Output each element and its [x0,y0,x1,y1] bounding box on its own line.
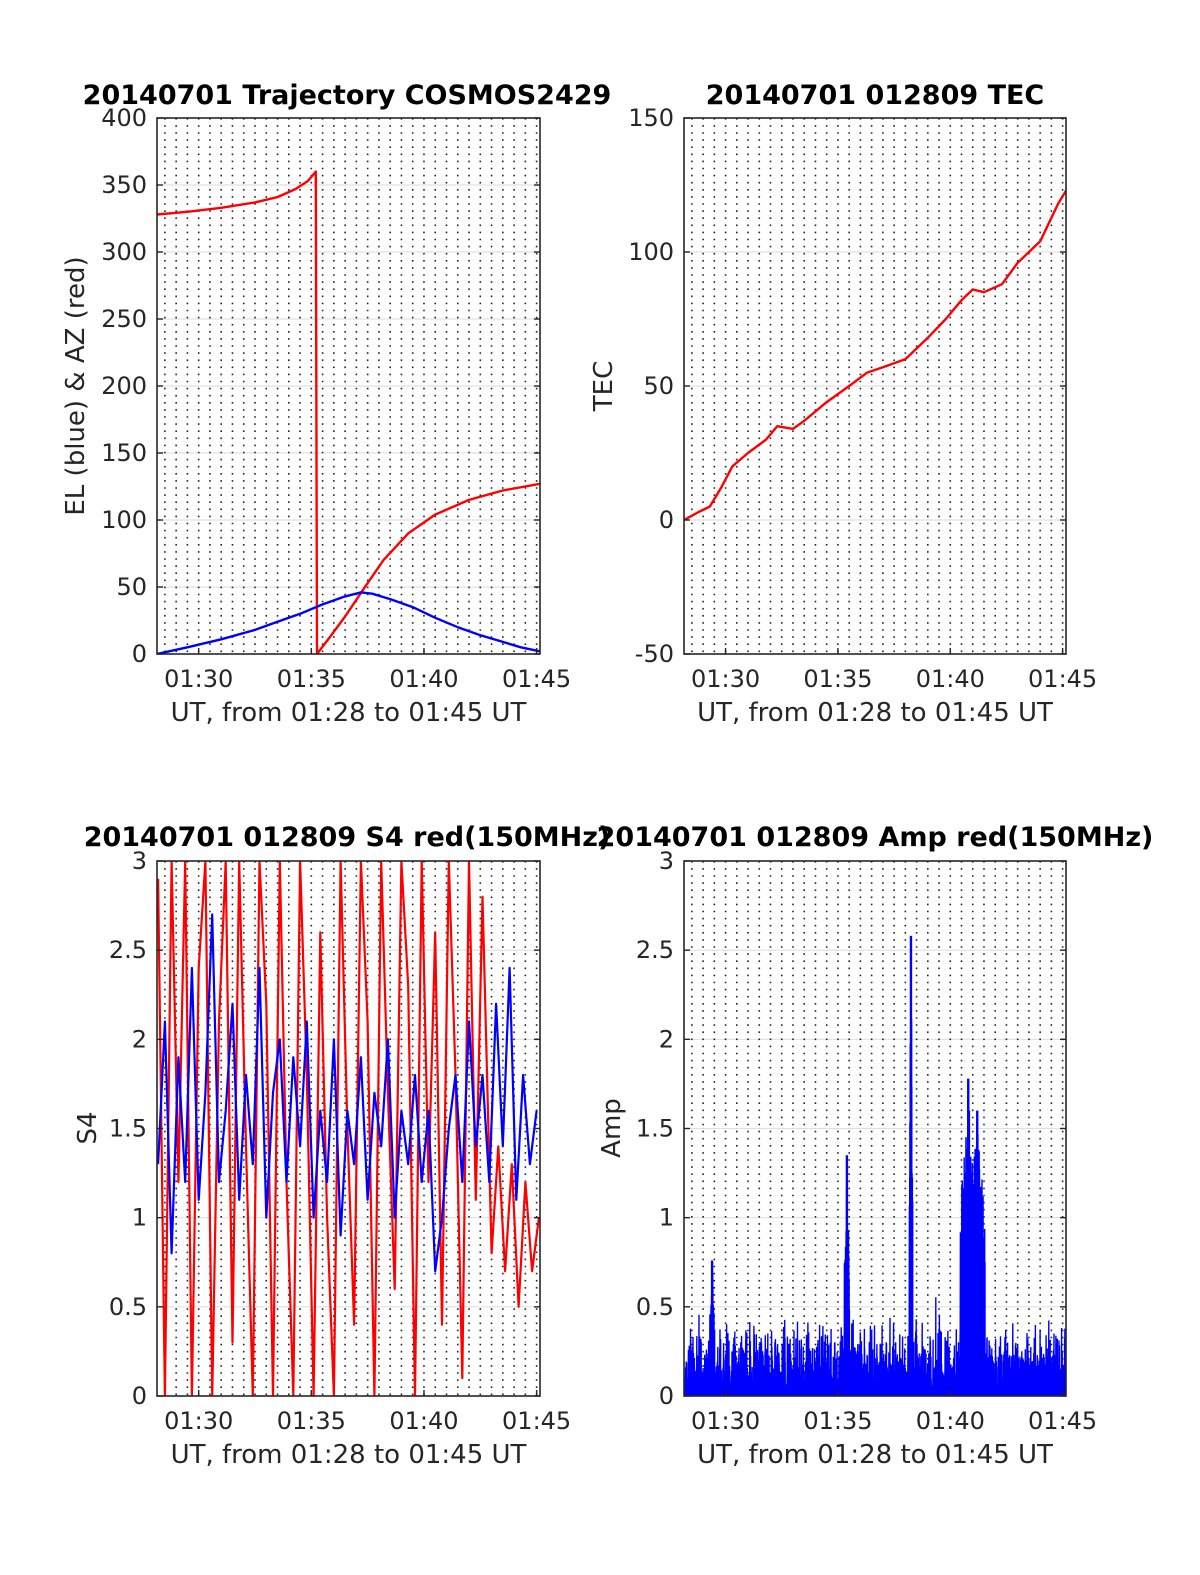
x-tick-label: 01:45 [1028,665,1097,693]
y-tick-label: 250 [101,305,147,333]
x-tick-label: 01:45 [502,1407,571,1435]
y-axis-label: S4 [73,1111,103,1144]
x-tick-label: 01:40 [389,665,458,693]
y-tick-label: 3 [132,847,147,875]
x-tick-label: 01:45 [502,665,571,693]
chart-title: 20140701 012809 TEC [706,80,1045,111]
y-axis-label: Amp [597,1098,627,1158]
x-tick-label: 01:30 [164,1407,233,1435]
y-tick-label: -50 [635,640,674,668]
y-tick-label: 1.5 [109,1115,147,1143]
tec-panel: 20140701 012809 TEC UT, from 01:28 to 01… [589,80,1097,728]
y-tick-label: 50 [643,372,674,400]
series-line [157,591,540,654]
y-tick-label: 400 [101,104,147,132]
y-axis-label: EL (blue) & AZ (red) [61,256,91,515]
x-tick-label: 01:40 [916,1407,985,1435]
y-axis-label: TEC [589,361,619,412]
y-tick-label: 1.5 [636,1115,674,1143]
x-tick-label: 01:35 [803,665,872,693]
y-tick-label: 100 [101,506,147,534]
x-tick-label: 01:30 [164,665,233,693]
grid [684,861,1066,1396]
y-tick-label: 0 [659,1382,674,1410]
x-tick-label: 01:35 [803,1407,872,1435]
plot-area [684,188,1066,522]
chart-title: 20140701 Trajectory COSMOS2429 [83,80,612,111]
x-tick-label: 01:40 [389,1407,458,1435]
y-tick-label: 50 [116,573,147,601]
x-tick-label: 01:30 [691,1407,760,1435]
amp-panel: 20140701 012809 Amp red(150MHz) UT, from… [597,822,1154,1470]
y-tick-label: 0.5 [636,1293,674,1321]
y-tick-label: 2 [659,1025,674,1053]
y-tick-label: 2 [132,1025,147,1053]
grid [157,118,540,654]
trajectory-panel: 20140701 Trajectory COSMOS2429 UT, from … [61,80,611,728]
x-axis-label: UT, from 01:28 to 01:45 UT [171,698,527,728]
x-axis-label: UT, from 01:28 to 01:45 UT [697,698,1053,728]
y-tick-label: 0 [132,640,147,668]
y-tick-label: 350 [101,171,147,199]
y-tick-label: 200 [101,372,147,400]
y-tick-label: 300 [101,238,147,266]
y-tick-label: 0 [659,506,674,534]
chart-title: 20140701 012809 Amp red(150MHz) [597,822,1154,853]
plot-area [157,861,540,1396]
x-tick-label: 01:45 [1028,1407,1097,1435]
x-tick-label: 01:35 [277,1407,346,1435]
x-tick-label: 01:40 [916,665,985,693]
y-tick-label: 2.5 [109,936,147,964]
y-tick-label: 150 [101,439,147,467]
series-line [684,188,1066,522]
y-tick-label: 150 [628,104,674,132]
y-tick-label: 0 [132,1382,147,1410]
s4-panel: 20140701 012809 S4 red(150MHz) UT, from … [73,822,610,1470]
grid [684,118,1066,654]
y-tick-label: 0.5 [109,1293,147,1321]
plot-area [157,170,540,654]
series-line [157,170,540,654]
series-line [684,1019,1066,1396]
series-line [157,913,538,1273]
y-tick-label: 1 [132,1204,147,1232]
y-tick-label: 2.5 [636,936,674,964]
y-tick-label: 1 [659,1204,674,1232]
x-axis-label: UT, from 01:28 to 01:45 UT [171,1440,527,1470]
plot-area [684,935,1066,1396]
x-tick-label: 01:30 [691,665,760,693]
y-tick-label: 3 [659,847,674,875]
y-tick-label: 100 [628,238,674,266]
chart-title: 20140701 012809 S4 red(150MHz) [84,822,611,853]
x-tick-label: 01:35 [277,665,346,693]
x-axis-label: UT, from 01:28 to 01:45 UT [697,1440,1053,1470]
